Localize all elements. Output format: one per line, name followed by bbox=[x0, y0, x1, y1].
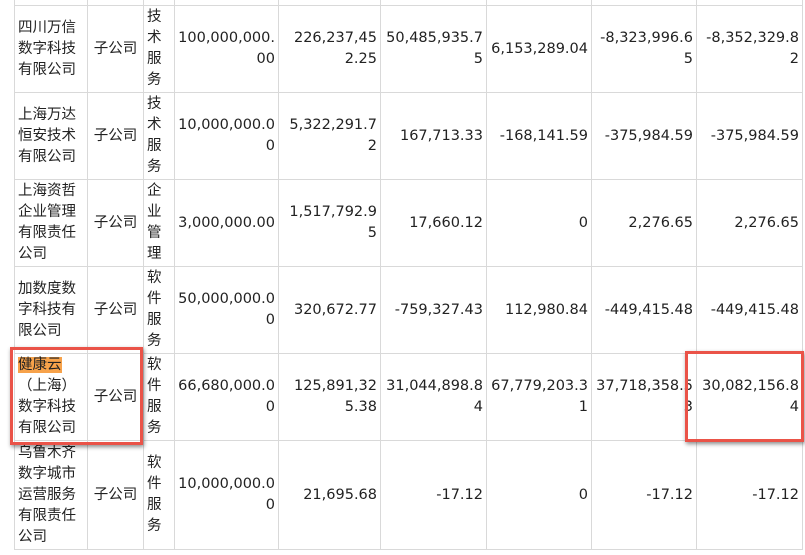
company-type-cell: 子公司 bbox=[87, 179, 144, 267]
company-name-text: （上海）数字科技有限公司 bbox=[18, 378, 76, 436]
net-profit-cell: 2,276.65 bbox=[696, 179, 803, 267]
company-type-cell: 子公司 bbox=[87, 353, 144, 441]
company-type-cell: 子公司 bbox=[87, 92, 144, 180]
net-assets-cell: 50,485,935.75 bbox=[380, 5, 487, 93]
company-name-cell: 上海资哲企业管理有限责任公司 bbox=[14, 179, 88, 267]
business-cell: 软件服务 bbox=[143, 440, 175, 550]
registered-capital-cell: 50,000,000.00 bbox=[174, 266, 279, 354]
registered-capital-cell: 10,000,000.00 bbox=[174, 440, 279, 550]
business-cell: 软件服务 bbox=[143, 266, 175, 354]
company-name-cell: 健康云 （上海）数字科技有限公司 bbox=[14, 353, 88, 441]
company-name-cell: 乌鲁木齐数字城市运营服务有限责任公司 bbox=[14, 440, 88, 550]
table-row: 四川万信数字科技有限公司 子公司 技术服务 100,000,000.00 226,237… bbox=[14, 5, 803, 93]
registered-capital-cell: 10,000,000.00 bbox=[174, 92, 279, 180]
company-name-cell: 四川万信数字科技有限公司 bbox=[14, 5, 88, 93]
company-type-cell: 子公司 bbox=[87, 266, 144, 354]
company-name-cell: 加数度数字科技有限公司 bbox=[14, 266, 88, 354]
operating-profit-cell: -17.12 bbox=[591, 440, 697, 550]
table-row: 上海万达恒安技术有限公司 子公司 技术服务 10,000,000.00 5,322,29… bbox=[14, 92, 803, 180]
revenue-cell: 67,779,203.31 bbox=[486, 353, 592, 441]
business-cell: 软件服务 bbox=[143, 353, 175, 441]
company-type-cell: 子公司 bbox=[87, 440, 144, 550]
total-assets-cell: 5,322,291.72 bbox=[278, 92, 381, 180]
revenue-cell: 112,980.84 bbox=[486, 266, 592, 354]
net-profit-cell: -375,984.59 bbox=[696, 92, 803, 180]
net-assets-cell: -759,327.43 bbox=[380, 266, 487, 354]
company-name-cell: 上海万达恒安技术有限公司 bbox=[14, 92, 88, 180]
net-assets-cell: 167,713.33 bbox=[380, 92, 487, 180]
total-assets-cell: 1,517,792.95 bbox=[278, 179, 381, 267]
total-assets-cell: 226,237,452.25 bbox=[278, 5, 381, 93]
table-row: 乌鲁木齐数字城市运营服务有限责任公司 子公司 软件服务 10,000,000.00 21… bbox=[14, 440, 803, 550]
company-type-cell: 子公司 bbox=[87, 5, 144, 93]
net-assets-cell: 17,660.12 bbox=[380, 179, 487, 267]
subsidiary-financial-table: 务四川万信数字科技有限公司子公司技术服务100,000,000.00226,23… bbox=[14, 0, 803, 550]
operating-profit-cell: 37,718,358.53 bbox=[591, 353, 697, 441]
business-cell: 技术服务 bbox=[143, 92, 175, 180]
operating-profit-cell: -449,415.48 bbox=[591, 266, 697, 354]
net-profit-cell: -17.12 bbox=[696, 440, 803, 550]
operating-profit-cell: -375,984.59 bbox=[591, 92, 697, 180]
total-assets-cell: 21,695.68 bbox=[278, 440, 381, 550]
revenue-cell: -168,141.59 bbox=[486, 92, 592, 180]
net-assets-cell: -17.12 bbox=[380, 440, 487, 550]
business-cell: 企业管理 bbox=[143, 179, 175, 267]
registered-capital-cell: 100,000,000.00 bbox=[174, 5, 279, 93]
table-row: 上海资哲企业管理有限责任公司 子公司 企业管理 3,000,000.00 1,517,7… bbox=[14, 179, 803, 267]
revenue-cell: 6,153,289.04 bbox=[486, 5, 592, 93]
highlighted-text: 健康云 bbox=[18, 357, 62, 373]
total-assets-cell: 320,672.77 bbox=[278, 266, 381, 354]
net-profit-cell: 30,082,156.84 bbox=[696, 353, 803, 441]
net-assets-cell: 31,044,898.84 bbox=[380, 353, 487, 441]
table-row: 加数度数字科技有限公司 子公司 软件服务 50,000,000.00 320,672.7… bbox=[14, 266, 803, 354]
table-row: 健康云 （上海）数字科技有限公司 子公司 软件服务 66,680,000.00 125,8… bbox=[14, 353, 803, 441]
operating-profit-cell: -8,323,996.65 bbox=[591, 5, 697, 93]
operating-profit-cell: 2,276.65 bbox=[591, 179, 697, 267]
net-profit-cell: -449,415.48 bbox=[696, 266, 803, 354]
registered-capital-cell: 3,000,000.00 bbox=[174, 179, 279, 267]
business-cell: 技术服务 bbox=[143, 5, 175, 93]
revenue-cell: 0 bbox=[486, 440, 592, 550]
revenue-cell: 0 bbox=[486, 179, 592, 267]
registered-capital-cell: 66,680,000.00 bbox=[174, 353, 279, 441]
total-assets-cell: 125,891,325.38 bbox=[278, 353, 381, 441]
net-profit-cell: -8,352,329.82 bbox=[696, 5, 803, 93]
